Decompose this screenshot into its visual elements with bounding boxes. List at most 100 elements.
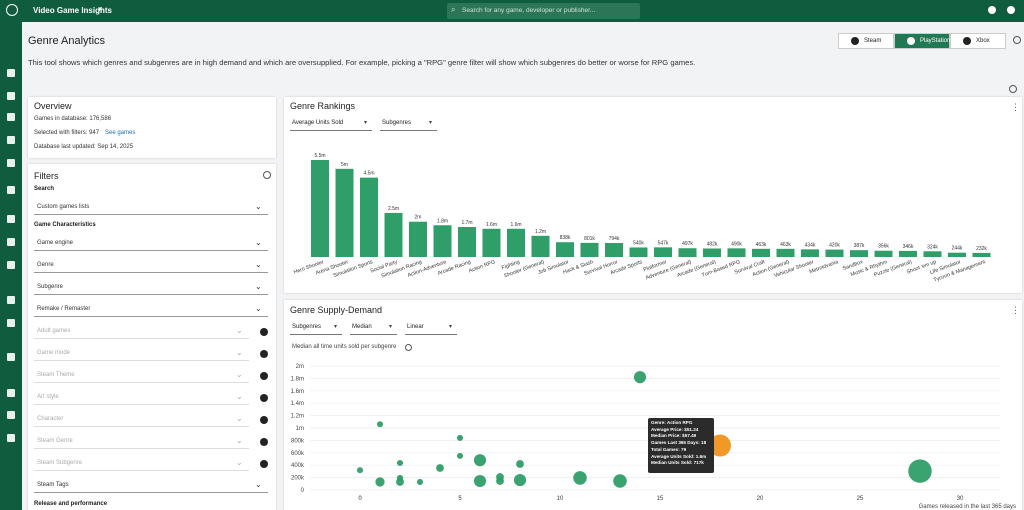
select-label[interactable]: Subgenres <box>292 324 322 330</box>
bar <box>384 212 403 257</box>
value-label: 2m <box>415 215 422 221</box>
dropdown-arrow[interactable]: ⌄ <box>236 458 243 467</box>
platform-button[interactable]: Steam <box>838 33 894 49</box>
app-name[interactable]: Video Game Insights <box>33 6 112 15</box>
sidebar-icon[interactable] <box>7 69 15 77</box>
value-label: 1.6m <box>486 222 497 228</box>
value-label: 540k <box>633 240 644 246</box>
bar <box>629 247 648 257</box>
dropdown-underline <box>34 448 249 449</box>
overview-card: Overview Games in database: 176,586 Sele… <box>28 97 276 158</box>
sidebar-icon[interactable] <box>7 353 15 361</box>
sidebar-icon[interactable] <box>7 319 15 327</box>
dropdown-label[interactable]: Adult games <box>37 328 71 334</box>
dropdown-arrow[interactable]: ⌄ <box>255 282 262 291</box>
see-games-link[interactable]: See games <box>105 130 136 136</box>
sidebar-icon[interactable] <box>7 238 15 246</box>
dropdown-arrow[interactable]: ⌄ <box>255 304 262 313</box>
menu-icon[interactable]: ⋮ <box>1011 305 1020 315</box>
sidebar-icon[interactable] <box>7 159 15 167</box>
dropdown-label[interactable]: Steam Tags <box>37 482 69 488</box>
sidebar-icon[interactable] <box>7 186 15 194</box>
help-icon[interactable] <box>263 171 271 179</box>
card-title: Genre Rankings <box>290 101 356 111</box>
bar <box>531 235 550 257</box>
value-label: 346k <box>903 244 914 250</box>
section-label: Release and performance <box>34 501 108 507</box>
dropdown-arrow[interactable]: ⌄ <box>236 348 243 357</box>
tooltip-line: Median Price: $57.49 <box>651 433 697 439</box>
x-tick-label: 20 <box>757 496 764 502</box>
sidebar-icon[interactable] <box>7 136 15 144</box>
sidebar-icon[interactable] <box>7 389 15 397</box>
dropdown-label[interactable]: Steam Genre <box>37 438 73 444</box>
sidebar-icon[interactable] <box>7 296 15 304</box>
platform-button[interactable]: PlayStation <box>894 33 950 49</box>
sidebar-icon[interactable] <box>7 215 15 223</box>
dropdown-arrow[interactable]: ⌄ <box>255 480 262 489</box>
dropdown-label[interactable]: Custom games lists <box>37 204 90 210</box>
bubble <box>456 452 464 459</box>
bar <box>409 221 427 257</box>
bar <box>703 248 721 257</box>
help-icon[interactable] <box>405 344 412 351</box>
dropdown-underline <box>34 214 268 215</box>
select-label[interactable]: Median <box>352 324 372 330</box>
bar <box>727 248 746 257</box>
platform-button[interactable]: Xbox <box>950 33 1006 49</box>
logo[interactable] <box>6 4 18 16</box>
select-label[interactable]: Subgenres <box>382 120 412 126</box>
account-icon[interactable] <box>1007 6 1015 14</box>
platform-label: Steam <box>864 38 882 44</box>
sidebar-icon[interactable] <box>7 113 15 121</box>
search-icon: ⌕ <box>451 5 456 14</box>
menu-icon[interactable]: ⋮ <box>1011 102 1020 112</box>
sidebar-icon[interactable] <box>7 411 15 419</box>
sidebar-icon[interactable] <box>7 261 15 269</box>
dropdown-label[interactable]: Steam Theme <box>37 372 75 378</box>
dropdown-label[interactable]: Remake / Remaster <box>37 306 91 312</box>
dropdown-arrow[interactable]: ⌄ <box>255 202 262 211</box>
help-icon[interactable] <box>1013 36 1021 44</box>
select-label[interactable]: Linear <box>407 324 424 330</box>
dropdown-arrow[interactable]: ⌄ <box>236 370 243 379</box>
tooltip-line: Total Games: 79 <box>651 446 687 452</box>
help-icon[interactable] <box>988 6 996 14</box>
value-label: 324k <box>927 244 938 250</box>
dropdown-label[interactable]: Character <box>37 416 64 422</box>
dropdown-arrow[interactable]: ⌄ <box>236 326 243 335</box>
dropdown-arrow[interactable]: ⌄ <box>236 414 243 423</box>
dropdown-arrow[interactable]: ⌄ <box>255 260 262 269</box>
dropdown-label[interactable]: Game engine <box>37 240 74 246</box>
platform-icon <box>907 37 915 45</box>
bar <box>360 177 378 257</box>
dropdown-label[interactable]: Subgenre <box>37 284 64 290</box>
dropdown-label[interactable]: Game mode <box>37 350 71 356</box>
value-label: 420k <box>829 243 840 249</box>
search-box[interactable] <box>447 3 640 19</box>
dropdown-label[interactable]: Steam Subgenre <box>37 460 83 466</box>
dropdown-label[interactable]: Art style <box>37 394 59 400</box>
dropdown-underline <box>34 426 249 427</box>
select-label[interactable]: Average Units Sold <box>292 120 344 126</box>
bar <box>850 250 868 257</box>
help-icon[interactable] <box>1009 85 1017 93</box>
dropdown-arrow[interactable]: ⌄ <box>236 436 243 445</box>
bubble <box>633 371 647 384</box>
dropdown-label[interactable]: Genre <box>37 262 54 268</box>
bubble <box>436 464 444 472</box>
sidebar-icon[interactable] <box>7 31 15 37</box>
sidebar-icon[interactable] <box>7 434 15 442</box>
sidebar-icon[interactable] <box>7 92 15 100</box>
dropdown-arrow[interactable]: ⌄ <box>255 238 262 247</box>
dropdown-underline <box>34 470 249 471</box>
dropdown-arrow[interactable]: ⌄ <box>236 392 243 401</box>
app-menu-arrow[interactable]: ▾ <box>98 6 102 13</box>
bar <box>923 251 942 257</box>
bubble <box>396 459 404 467</box>
dropdown-underline <box>34 316 268 317</box>
stat: Database last updated: Sep 14, 2025 <box>34 144 134 150</box>
bubble <box>376 421 384 428</box>
page-title: Genre Analytics <box>28 35 106 47</box>
